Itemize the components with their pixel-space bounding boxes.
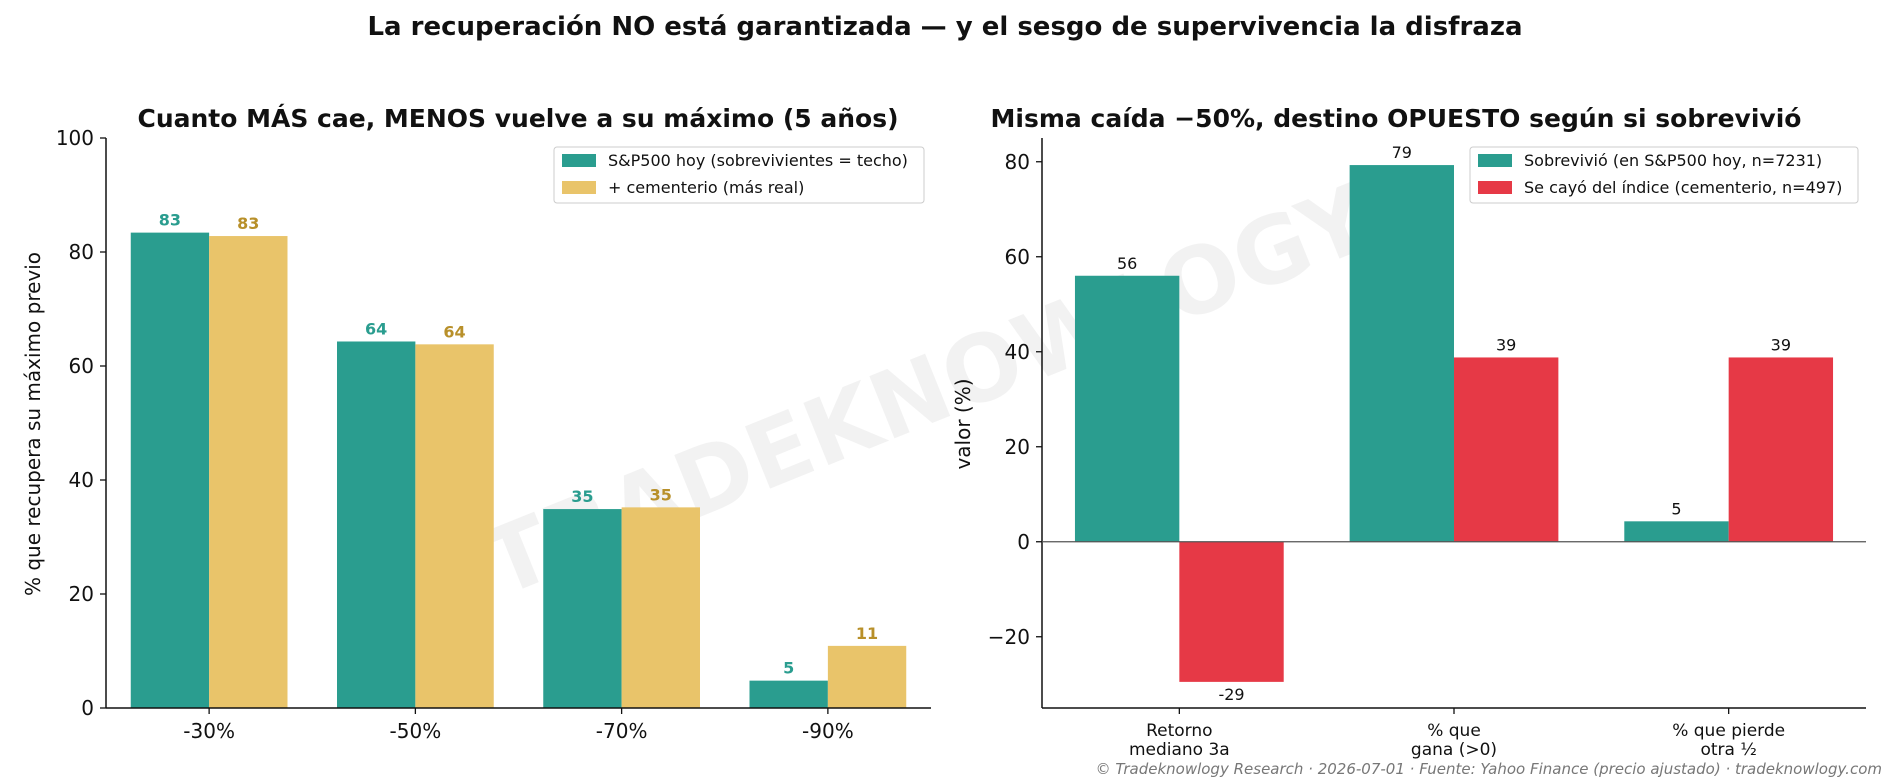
right-y-tick-label: 60	[1005, 245, 1030, 269]
left-bar	[827, 645, 907, 708]
right-bar-value-label: 56	[1117, 254, 1137, 273]
right-y-tick-label: 80	[1005, 150, 1030, 174]
left-bar-value-label: 64	[365, 319, 387, 338]
left-y-tick-label: 100	[56, 126, 94, 150]
left-y-axis-label: % que recupera su máximo previo	[21, 252, 45, 596]
right-y-tick-label: 40	[1005, 340, 1030, 364]
left-x-tick-label: -90%	[802, 719, 854, 743]
right-y-tick-label: 20	[1005, 435, 1030, 459]
right-y-tick-label: 0	[1017, 530, 1030, 554]
left-bar-value-label: 83	[159, 211, 181, 230]
legend-label-cayo: Se cayó del índice (cementerio, n=497)	[1524, 178, 1842, 197]
right-bar-value-label: 79	[1392, 143, 1412, 162]
right-bar	[1074, 275, 1180, 542]
right-bar	[1728, 357, 1834, 542]
figure-suptitle: La recuperación NO está garantizada — y …	[367, 12, 1523, 42]
right-x-tick-label: Retorno	[1146, 721, 1212, 741]
left-bar	[621, 507, 700, 708]
left-bar-value-label: 5	[783, 659, 794, 678]
right-bar-value-label: 5	[1671, 499, 1681, 518]
left-chart: Cuanto MÁS cae, MENOS vuelve a su máximo…	[21, 104, 931, 743]
left-bar	[415, 344, 494, 708]
right-chart-title: Misma caída −50%, destino OPUESTO según …	[991, 104, 1802, 133]
right-bar	[1349, 165, 1454, 542]
left-chart-title: Cuanto MÁS cae, MENOS vuelve a su máximo…	[137, 104, 898, 133]
right-x-tick-label: otra ½	[1700, 740, 1756, 760]
right-x-tick-label: % que pierde	[1672, 721, 1785, 741]
left-bar-value-label: 11	[856, 624, 878, 643]
left-bar-value-label: 35	[571, 487, 593, 506]
left-bar	[749, 680, 828, 708]
left-y-tick-label: 60	[69, 354, 94, 378]
legend-swatch-sobrevivio	[1478, 154, 1512, 167]
legend-swatch-cementerio	[562, 181, 596, 194]
right-bar-value-label: 39	[1771, 335, 1791, 354]
right-y-axis-label: valor (%)	[951, 378, 975, 469]
left-y-tick-label: 0	[81, 696, 94, 720]
right-bar	[1454, 357, 1559, 542]
left-x-tick-label: -70%	[596, 719, 648, 743]
footer-credits: © Tradeknowlogy Research · 2026-07-01 · …	[1095, 760, 1882, 778]
right-bar-value-label: -29	[1218, 685, 1244, 704]
right-x-tick-label: mediano 3a	[1129, 740, 1230, 760]
legend-label-sp500: S&P500 hoy (sobrevivientes = techo)	[608, 151, 908, 170]
left-x-tick-label: -50%	[390, 719, 442, 743]
left-legend: S&P500 hoy (sobrevivientes = techo) + ce…	[553, 146, 925, 204]
right-bar	[1624, 521, 1729, 542]
right-chart: Misma caída −50%, destino OPUESTO según …	[951, 104, 1866, 760]
left-bar	[337, 341, 416, 708]
left-bar-value-label: 64	[443, 322, 465, 341]
left-bar	[543, 509, 622, 708]
right-bar	[1179, 541, 1284, 682]
left-y-tick-label: 40	[69, 468, 94, 492]
right-legend: Sobrevivió (en S&P500 hoy, n=7231) Se ca…	[1469, 146, 1859, 204]
left-bar	[130, 232, 210, 708]
legend-swatch-cementerio	[1478, 181, 1512, 194]
right-x-tick-label: gana (>0)	[1411, 740, 1497, 760]
left-y-tick-label: 80	[69, 240, 94, 264]
legend-swatch-sp500	[562, 154, 596, 167]
right-x-tick-label: % que	[1427, 721, 1481, 741]
right-bar-value-label: 39	[1496, 335, 1516, 354]
left-bar-value-label: 35	[650, 485, 672, 504]
left-bar	[209, 236, 288, 709]
left-bar-value-label: 83	[237, 214, 259, 233]
legend-label-sobrevivio: Sobrevivió (en S&P500 hoy, n=7231)	[1524, 151, 1822, 170]
left-y-tick-label: 20	[69, 582, 94, 606]
left-x-tick-label: -30%	[183, 719, 235, 743]
legend-label-cementerio: + cementerio (más real)	[608, 178, 804, 197]
right-y-tick-label: −20	[988, 625, 1030, 649]
